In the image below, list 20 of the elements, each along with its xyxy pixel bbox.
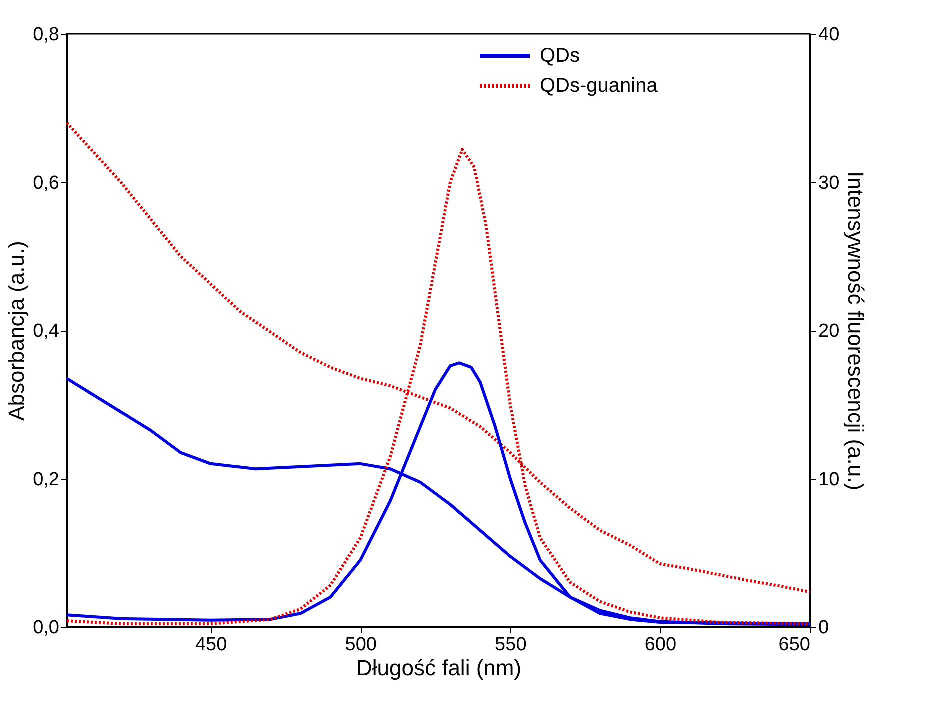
- y-tick-label: 0,0: [33, 618, 60, 638]
- x-tick-label: 500: [345, 634, 377, 656]
- x-tick-label: 650: [778, 634, 810, 656]
- y2-axis-title: Intensywność fluorescencji (a.u.): [844, 171, 869, 491]
- y-axis-title: Absorbancja (a.u.): [4, 241, 30, 421]
- x-tick-label: 450: [195, 634, 228, 656]
- y-tick-label: 0,6: [33, 172, 60, 194]
- legend-label: QDs: [540, 45, 580, 67]
- x-axis-title: Długość fali (nm): [356, 656, 522, 680]
- y2-tick-label: 20: [818, 321, 840, 342]
- y-tick-label: 0,8: [33, 24, 60, 46]
- legend-label: QDs-guanina: [540, 75, 659, 97]
- x-tick-label: 600: [644, 634, 677, 656]
- y-tick-label: 0,2: [33, 469, 60, 490]
- y2-tick-label: 40: [818, 24, 840, 46]
- y2-tick-label: 0: [818, 618, 830, 638]
- y2-tick-label: 30: [818, 172, 840, 194]
- x-tick-label: 550: [495, 634, 527, 656]
- y-tick-label: 0,4: [33, 321, 60, 342]
- y2-tick-label: 10: [818, 469, 840, 490]
